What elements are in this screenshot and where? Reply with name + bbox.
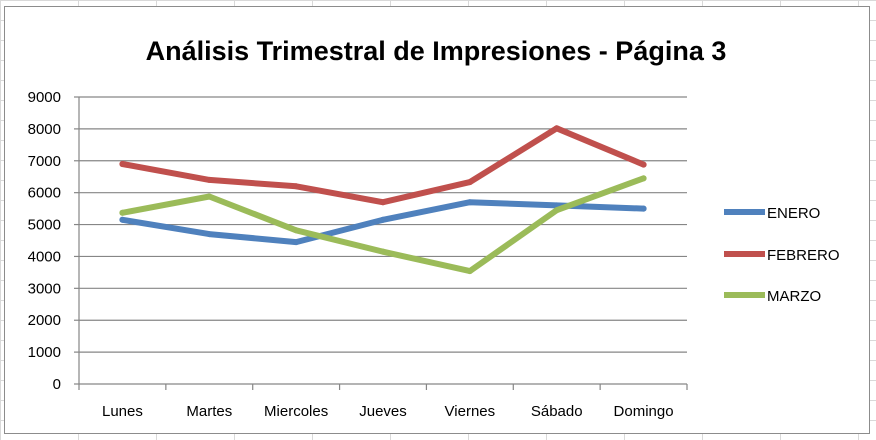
data-point	[293, 239, 300, 246]
y-tick-label: 1000	[28, 344, 61, 361]
legend: ENERO FEBRERO MARZO	[724, 205, 840, 305]
data-point	[206, 231, 213, 238]
data-point	[553, 207, 560, 214]
x-tick-label: Sábado	[531, 403, 583, 420]
x-axis: Lunes Martes Miercoles Jueves Viernes Sábado D…	[78, 384, 688, 420]
series-lines	[119, 125, 647, 275]
data-point	[119, 216, 126, 223]
series-line-febrero	[119, 125, 647, 206]
legend-label: MARZO	[767, 288, 821, 305]
legend-label: ENERO	[767, 205, 820, 222]
x-tick-label: Lunes	[102, 403, 143, 420]
x-tick-label: Martes	[186, 403, 232, 420]
data-point	[206, 193, 213, 200]
data-point	[293, 227, 300, 234]
y-tick-label: 7000	[28, 153, 61, 170]
y-tick-label: 8000	[28, 121, 61, 138]
y-tick-label: 0	[53, 376, 61, 393]
y-tick-label: 5000	[28, 217, 61, 234]
data-point	[640, 161, 647, 168]
data-point	[466, 199, 473, 206]
x-tick-label: Miercoles	[264, 403, 328, 420]
data-point	[466, 179, 473, 186]
chart-title: Análisis Trimestral de Impresiones - Pág…	[146, 36, 727, 66]
data-point	[119, 160, 126, 167]
data-point	[380, 216, 386, 223]
data-point	[640, 205, 647, 212]
y-tick-label: 9000	[28, 89, 61, 106]
y-axis: 0 1000 2000 3000 4000 5000 6000 7000 8000 9000	[28, 89, 80, 393]
x-tick-label: Viernes	[445, 403, 496, 420]
data-point	[553, 125, 560, 132]
gridlines	[79, 96, 687, 385]
data-point	[380, 248, 386, 255]
y-tick-label: 3000	[28, 280, 61, 297]
y-tick-label: 2000	[28, 312, 61, 329]
data-point	[293, 183, 300, 190]
data-point	[380, 199, 386, 206]
x-tick-label: Domingo	[614, 403, 674, 420]
y-tick-label: 6000	[28, 185, 61, 202]
data-point	[119, 209, 126, 216]
data-point	[206, 176, 213, 183]
legend-label: FEBRERO	[767, 247, 840, 264]
data-point	[640, 175, 647, 182]
data-point	[466, 268, 473, 275]
x-tick-label: Jueves	[359, 403, 407, 420]
chart-area[interactable]	[4, 6, 870, 434]
y-tick-label: 4000	[28, 248, 61, 265]
